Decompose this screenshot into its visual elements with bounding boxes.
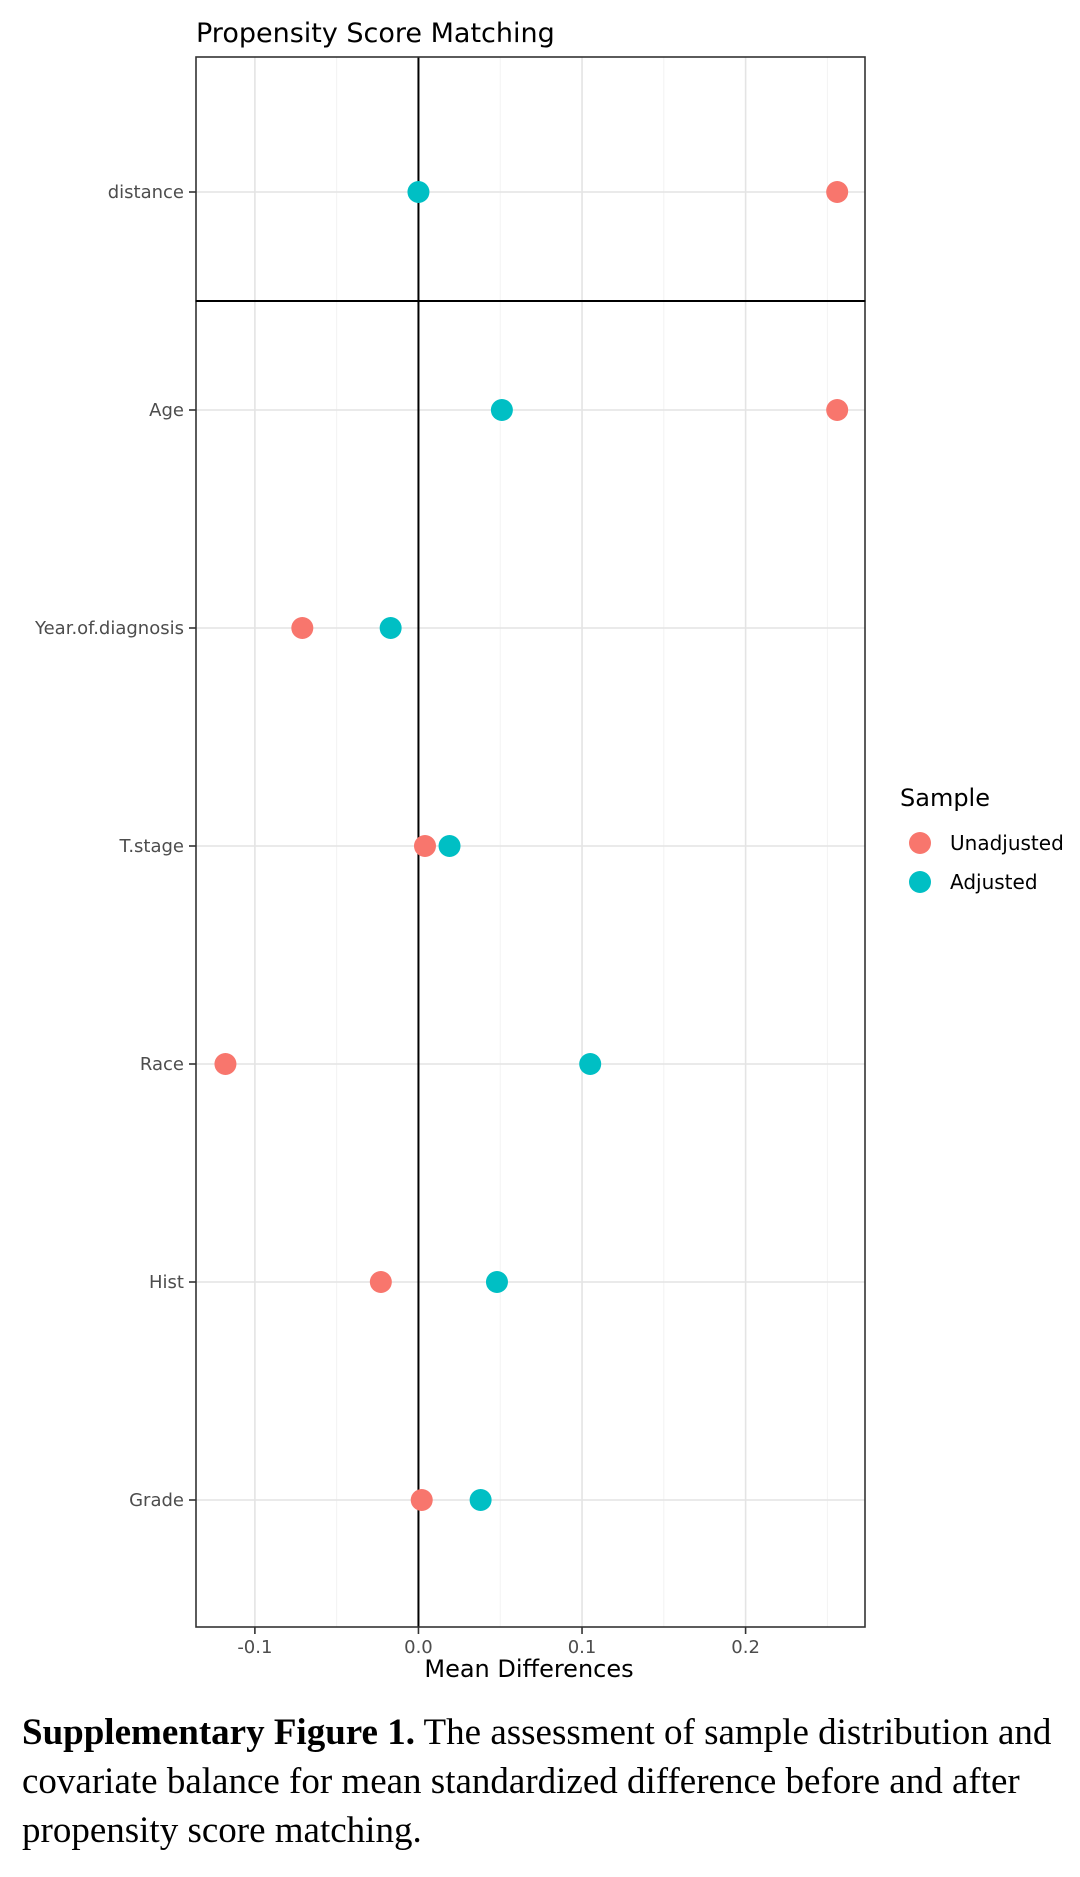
point-unadjusted-year-of-diagnosis <box>291 617 314 639</box>
y-tick-label: distance <box>108 182 184 203</box>
legend: Sample Unadjusted Adjusted <box>900 784 1064 894</box>
x-tick-label: -0.1 <box>237 1637 272 1658</box>
point-adjusted-year-of-diagnosis <box>379 617 402 639</box>
y-tick-label: T.stage <box>118 836 184 857</box>
y-tick-label: Hist <box>149 1272 184 1293</box>
point-adjusted-race <box>579 1053 602 1075</box>
top-panel-frame <box>195 56 866 302</box>
point-adjusted-hist <box>485 1271 508 1293</box>
legend-label-adjusted: Adjusted <box>950 870 1038 894</box>
grid-lines <box>196 57 865 1627</box>
point-unadjusted-grade <box>410 1489 433 1511</box>
x-tick-label: 0.1 <box>568 1637 597 1658</box>
legend-label-unadjusted: Unadjusted <box>950 831 1064 855</box>
caption-label: Supplementary Figure 1. <box>22 1712 415 1753</box>
panel-frames <box>195 56 866 1628</box>
bottom-panel-frame <box>195 300 866 1628</box>
figure-caption: Supplementary Figure 1. The assessment o… <box>22 1708 1062 1855</box>
data-points <box>214 181 849 1511</box>
point-unadjusted-hist <box>369 1271 392 1293</box>
point-adjusted-t-stage <box>438 835 461 857</box>
x-axis-label: Mean Differences <box>424 1655 633 1683</box>
legend-key-unadjusted <box>909 832 931 854</box>
point-unadjusted-age <box>826 399 849 421</box>
y-tick-label: Grade <box>129 1490 184 1511</box>
x-axis: -0.1 0.0 0.1 0.2 <box>237 1627 760 1658</box>
point-adjusted-age <box>490 399 513 421</box>
y-tick-label: Age <box>149 400 184 421</box>
point-unadjusted-race <box>214 1053 237 1075</box>
point-unadjusted-t-stage <box>413 835 436 857</box>
point-unadjusted-distance <box>826 181 849 203</box>
point-adjusted-distance <box>407 181 430 203</box>
y-tick-label: Race <box>140 1054 184 1075</box>
x-tick-label: 0.2 <box>731 1637 760 1658</box>
x-tick-label: 0.0 <box>404 1637 433 1658</box>
legend-key-adjusted <box>909 871 931 893</box>
y-tick-label: Year.of.diagnosis <box>34 618 184 639</box>
legend-title: Sample <box>900 784 990 812</box>
caption-text: The assessment of sample distribution an… <box>22 1712 1052 1851</box>
chart-title: Propensity Score Matching <box>196 18 555 49</box>
y-axis: distance Age Year.of.diagnosis T.stage Race H… <box>34 182 196 1511</box>
point-adjusted-grade <box>469 1489 492 1511</box>
covariate-balance-chart: Propensity Score Matching distance Age Yea… <box>34 18 1064 1683</box>
